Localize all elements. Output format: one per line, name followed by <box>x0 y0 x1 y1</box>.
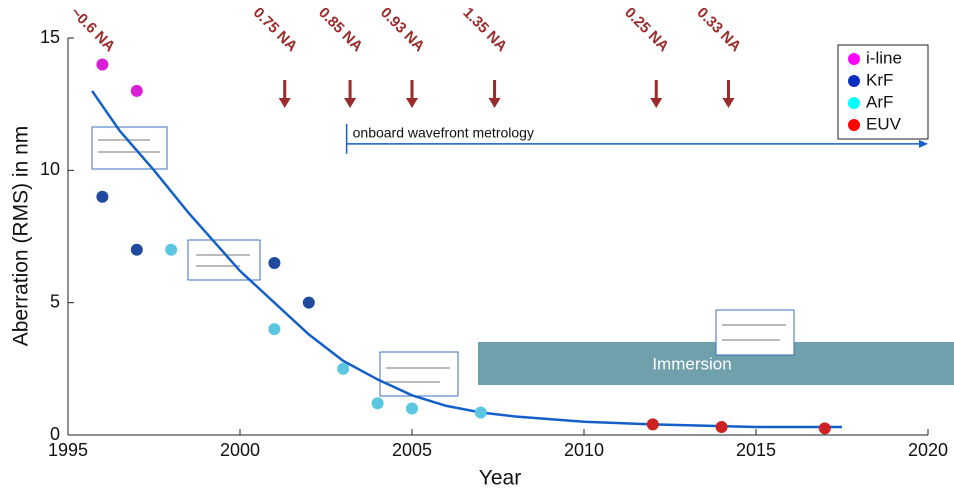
point <box>96 58 108 70</box>
metrology-label: onboard wavefront metrology <box>353 125 534 141</box>
legend-marker <box>848 97 860 109</box>
na-label: ~0.6 NA <box>67 4 118 55</box>
legend-label: i-line <box>866 48 902 67</box>
point <box>96 191 108 203</box>
legend-marker <box>848 75 860 87</box>
x-tick-label: 2010 <box>564 440 604 460</box>
point <box>131 244 143 256</box>
point <box>131 85 143 97</box>
point <box>647 418 659 430</box>
point <box>406 403 418 415</box>
na-arrowhead <box>279 98 291 108</box>
na-label: 0.85 NA <box>315 4 366 55</box>
point <box>716 421 728 433</box>
point <box>303 297 315 309</box>
point <box>268 257 280 269</box>
na-label: 1.35 NA <box>459 4 510 55</box>
point <box>337 363 349 375</box>
point <box>372 397 384 409</box>
x-tick-label: 2015 <box>736 440 776 460</box>
point <box>475 407 487 419</box>
na-arrowhead <box>722 98 734 108</box>
x-tick-label: 2005 <box>392 440 432 460</box>
immersion-label: Immersion <box>652 354 731 373</box>
na-label: 0.25 NA <box>621 4 672 55</box>
point <box>819 422 831 434</box>
na-arrowhead <box>650 98 662 108</box>
point <box>165 244 177 256</box>
y-tick-label: 10 <box>40 159 60 179</box>
na-arrowhead <box>344 98 356 108</box>
legend-label: EUV <box>866 114 902 133</box>
legend-label: ArF <box>866 92 893 111</box>
metrology-arrowhead <box>919 140 928 148</box>
x-tick-label: 2000 <box>220 440 260 460</box>
na-label: 0.93 NA <box>377 4 428 55</box>
chart: Immersion Year Aberration (RMS) in nm 19… <box>0 0 954 494</box>
x-axis-label: Year <box>479 467 521 490</box>
y-axis-label: Aberration (RMS) in nm <box>10 126 33 347</box>
y-tick-label: 0 <box>50 424 60 444</box>
legend-label: KrF <box>866 70 893 89</box>
y-tick-label: 15 <box>40 27 60 47</box>
na-arrowhead <box>406 98 418 108</box>
y-tick-label: 5 <box>50 291 60 311</box>
x-tick-label: 2020 <box>908 440 948 460</box>
na-label: 0.75 NA <box>250 4 301 55</box>
legend-marker <box>848 119 860 131</box>
legend-marker <box>848 53 860 65</box>
na-arrowhead <box>489 98 501 108</box>
point <box>268 323 280 335</box>
na-label: 0.33 NA <box>693 4 744 55</box>
